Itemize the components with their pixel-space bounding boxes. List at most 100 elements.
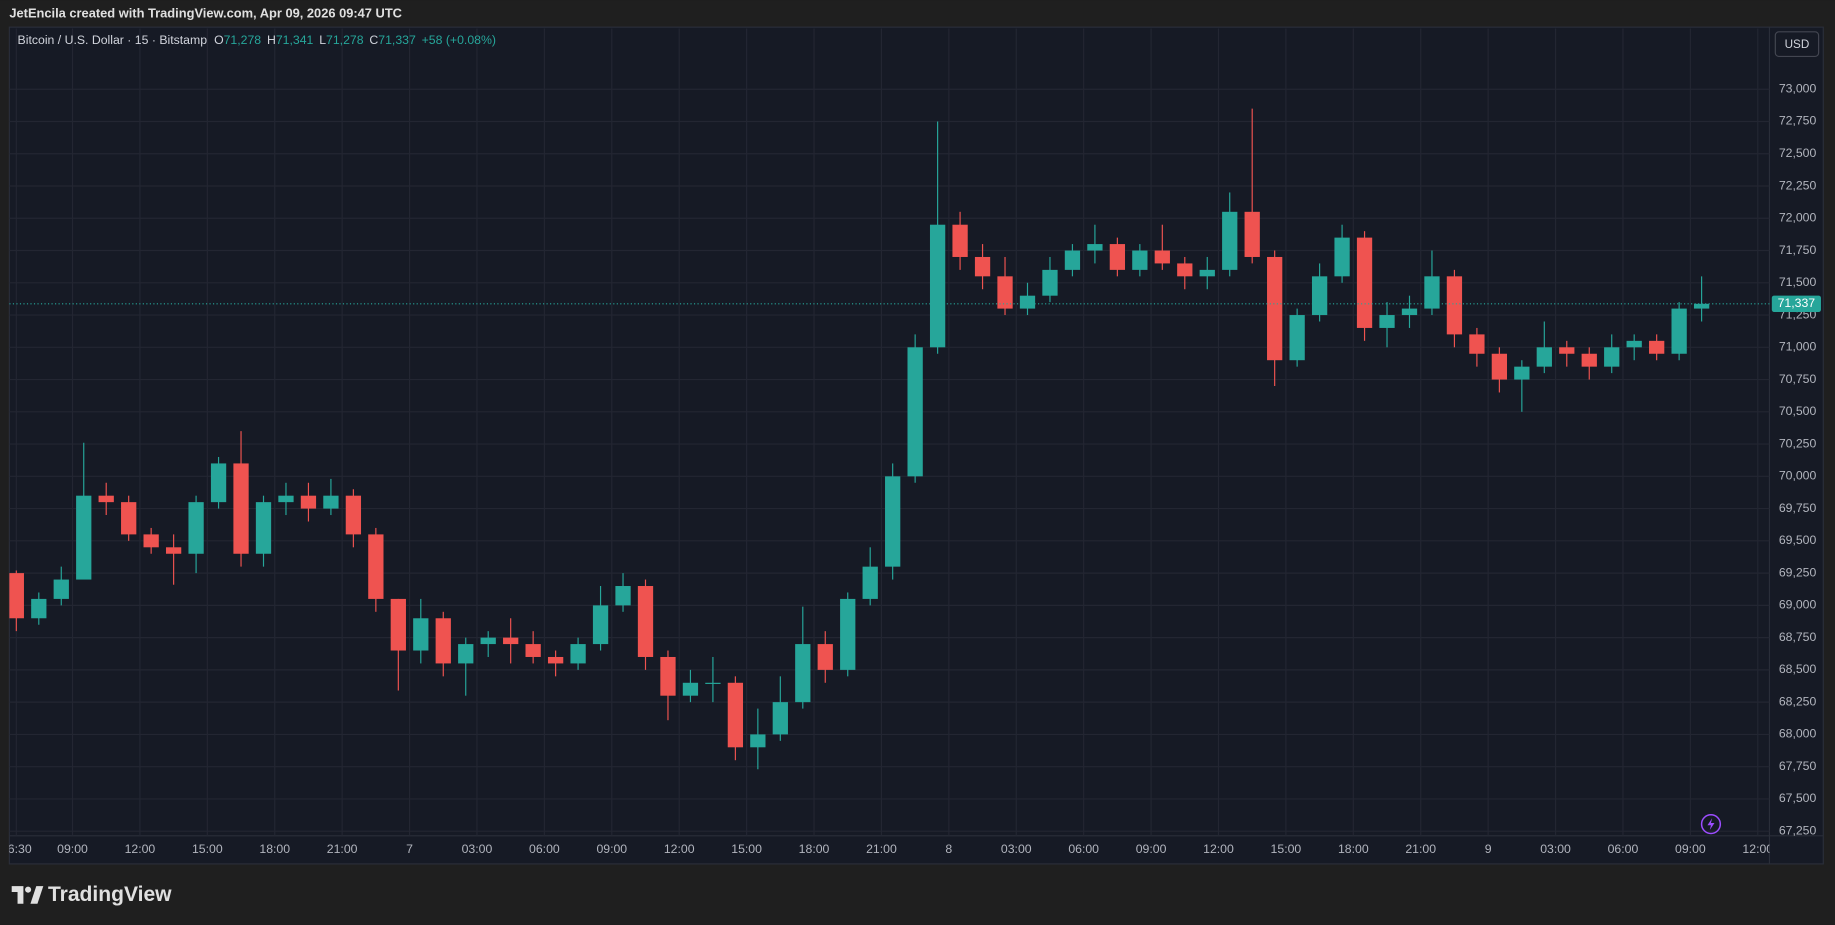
candle-body xyxy=(997,276,1013,309)
candle-body xyxy=(31,598,47,619)
y-tick-label: 71,000 xyxy=(1779,340,1817,354)
legend-key: L xyxy=(319,33,326,47)
candle-body xyxy=(1604,347,1620,367)
candle-body xyxy=(1536,347,1552,367)
candle-body xyxy=(705,682,721,684)
candle-body xyxy=(458,644,474,664)
x-tick-label: 18:00 xyxy=(1338,842,1369,856)
candle-body xyxy=(1401,308,1418,316)
candle-body xyxy=(1311,276,1328,316)
y-tick-label: 69,250 xyxy=(1779,565,1817,579)
x-tick-label: 06:00 xyxy=(1608,842,1639,856)
candle-body xyxy=(413,618,429,651)
x-tick-label: 8 xyxy=(945,842,952,856)
y-tick-label: 72,000 xyxy=(1779,211,1817,225)
candle-body xyxy=(1109,244,1126,270)
legend-value: 71,341 xyxy=(276,33,314,47)
y-tick-label: 69,750 xyxy=(1779,501,1817,515)
last-price-tag xyxy=(1771,295,1821,313)
candle-body xyxy=(817,644,833,670)
candle-body xyxy=(53,579,69,599)
y-tick-label: 67,250 xyxy=(1779,823,1817,837)
candle-body xyxy=(165,547,182,554)
y-tick-label: 69,500 xyxy=(1779,533,1817,547)
candle-body xyxy=(121,502,137,535)
y-tick-label: 70,750 xyxy=(1779,372,1817,386)
credit: JetEncila created with TradingView.com, … xyxy=(9,6,402,21)
legend-key: C xyxy=(369,33,378,47)
brand: TradingView xyxy=(48,883,172,906)
candle-body xyxy=(1424,276,1440,309)
candle-body xyxy=(1087,244,1103,251)
currency-label[interactable]: USD xyxy=(1785,38,1810,51)
y-tick-label: 68,750 xyxy=(1779,630,1817,644)
candle-body xyxy=(1132,250,1148,270)
x-tick-label: 09:00 xyxy=(596,842,627,856)
legend-value: 71,337 xyxy=(378,33,416,47)
legend-value: 71,278 xyxy=(224,33,262,47)
x-tick-label: 21:00 xyxy=(327,842,358,856)
candle-body xyxy=(929,224,946,348)
candle-body xyxy=(278,495,294,503)
y-tick-label: 68,250 xyxy=(1779,694,1817,708)
candle-body xyxy=(323,495,339,509)
x-tick-label: 21:00 xyxy=(866,842,897,856)
x-tick-label: 06:30 xyxy=(1,842,32,856)
bolt-icon[interactable] xyxy=(1700,813,1722,835)
candle-body xyxy=(345,495,362,535)
candle-body xyxy=(188,502,204,554)
candle-body xyxy=(98,495,114,503)
candle-body xyxy=(727,682,744,748)
legend: Bitcoin / U.S. Dollar · 15 · Bitstamp O71… xyxy=(18,33,496,47)
candle-body xyxy=(1199,269,1215,277)
candle-body xyxy=(368,534,384,599)
candle-body xyxy=(772,702,788,735)
candle-body xyxy=(1559,347,1575,354)
y-tick-label: 70,250 xyxy=(1779,436,1817,450)
candle-body xyxy=(210,463,227,503)
time-axis: 06:30 09:00 12:00 15:00 18:00 21:00 7 03:00 06:0… xyxy=(1,842,1769,856)
x-tick-label: 06:00 xyxy=(529,842,560,856)
x-tick-label: 18:00 xyxy=(259,842,290,856)
y-tick-label: 67,750 xyxy=(1779,759,1817,773)
legend-value: 71,278 xyxy=(326,33,364,47)
candle-body xyxy=(480,637,496,645)
x-tick-label: 12:00 xyxy=(1203,842,1234,856)
candle-body xyxy=(300,495,317,509)
y-tick-label: 70,000 xyxy=(1779,469,1817,483)
candle-body xyxy=(1379,315,1395,328)
currency-button[interactable] xyxy=(1774,31,1820,57)
y-tick-label: 67,500 xyxy=(1779,791,1817,805)
y-tick-label: 72,500 xyxy=(1779,146,1817,160)
candle-body xyxy=(974,256,991,277)
candle-body xyxy=(750,734,766,748)
y-tick-label: 71,750 xyxy=(1779,243,1817,257)
legend-key: O xyxy=(214,33,224,47)
candle-body xyxy=(1469,334,1485,354)
x-tick-label: 09:00 xyxy=(1675,842,1706,856)
candle-body xyxy=(143,534,159,548)
candle-body xyxy=(390,598,406,651)
candle-body xyxy=(76,495,92,580)
candle-body xyxy=(1154,250,1170,264)
candle-body xyxy=(1491,353,1508,380)
candle-body xyxy=(1244,211,1260,257)
candle-body xyxy=(660,656,676,696)
candle-body xyxy=(1042,269,1058,296)
candle-body xyxy=(795,644,811,703)
candle-body xyxy=(862,566,878,599)
candle-body xyxy=(592,605,609,645)
candle-body xyxy=(525,644,541,657)
x-tick-label: 03:00 xyxy=(1540,842,1571,856)
candle-body xyxy=(637,586,654,657)
candle-body xyxy=(1514,366,1530,380)
candle-body xyxy=(1581,353,1597,367)
candle-body xyxy=(1222,211,1238,270)
candle-body xyxy=(1693,303,1710,309)
y-tick-label: 70,500 xyxy=(1779,404,1817,418)
candle-body xyxy=(1446,276,1463,335)
tradingview-logo xyxy=(11,886,44,904)
x-tick-label: 12:00 xyxy=(125,842,156,856)
